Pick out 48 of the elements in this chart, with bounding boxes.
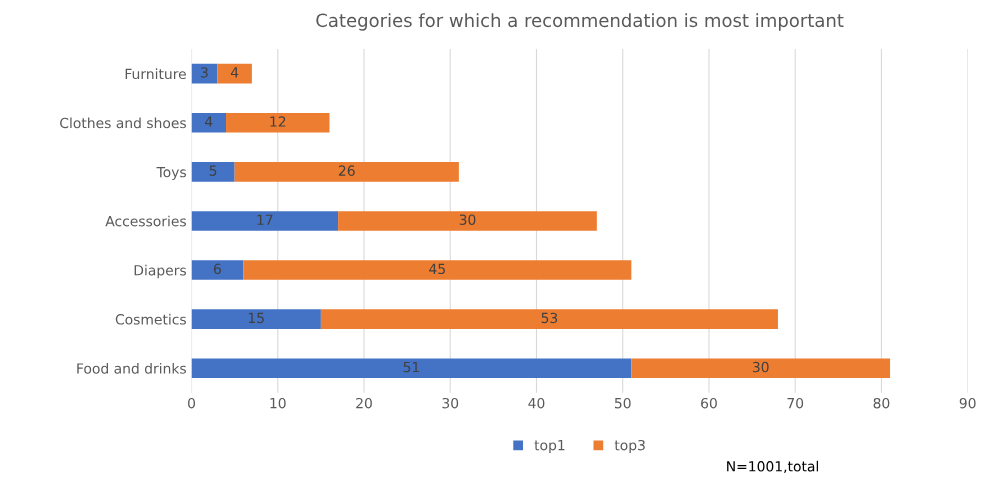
bar [243, 260, 632, 280]
chart-title: Categories for which a recommendation is most important [316, 13, 844, 31]
x-tick-label: 80 [873, 397, 890, 409]
data-label: 6 [213, 263, 221, 275]
bar [234, 162, 459, 182]
bar [191, 260, 244, 280]
data-label: 30 [459, 214, 476, 225]
legend-label: top1 [534, 440, 565, 454]
x-tick-label: 50 [614, 397, 631, 409]
bar [320, 309, 778, 329]
y-tick-label: Toys [156, 167, 186, 181]
x-tick-label: 10 [270, 397, 286, 409]
y-tick-label: Diapers [134, 264, 186, 279]
data-label: 17 [257, 214, 273, 225]
bar [226, 112, 330, 133]
x-tick-label: 70 [787, 397, 804, 409]
bar [217, 63, 252, 84]
y-tick-label: Accessories [105, 215, 186, 227]
x-tick-label: 30 [442, 397, 459, 409]
legend-label: top3 [614, 439, 645, 454]
y-tick-label: Food and drinks [77, 362, 186, 374]
data-label: 5 [209, 165, 217, 176]
x-tick-label: 40 [528, 397, 545, 409]
y-tick-label: Furniture [125, 68, 186, 80]
data-label: 53 [541, 312, 558, 324]
bar [338, 211, 597, 231]
data-label: 26 [338, 165, 355, 176]
data-label: 51 [403, 361, 419, 373]
x-tick-label: 90 [959, 397, 976, 409]
text: N=1001,total [727, 460, 818, 473]
x-tick-label: 0 [188, 397, 196, 409]
data-label: 4 [205, 116, 213, 127]
data-label: 45 [429, 263, 445, 275]
bar [191, 358, 632, 379]
bar [191, 211, 339, 231]
bar [191, 162, 235, 182]
data-label: 4 [230, 67, 239, 78]
bar [631, 358, 891, 379]
data-label: 3 [201, 67, 208, 78]
x-tick-label: 60 [701, 397, 717, 409]
data-label: 30 [752, 361, 769, 373]
y-tick-label: Cosmetics [115, 313, 186, 325]
data-label: 15 [248, 312, 264, 324]
y-tick-label: Clothes and shoes [60, 117, 186, 129]
x-tick-label: 20 [356, 397, 372, 409]
bar [191, 112, 227, 133]
data-label: 12 [270, 116, 286, 127]
bar [191, 309, 321, 329]
